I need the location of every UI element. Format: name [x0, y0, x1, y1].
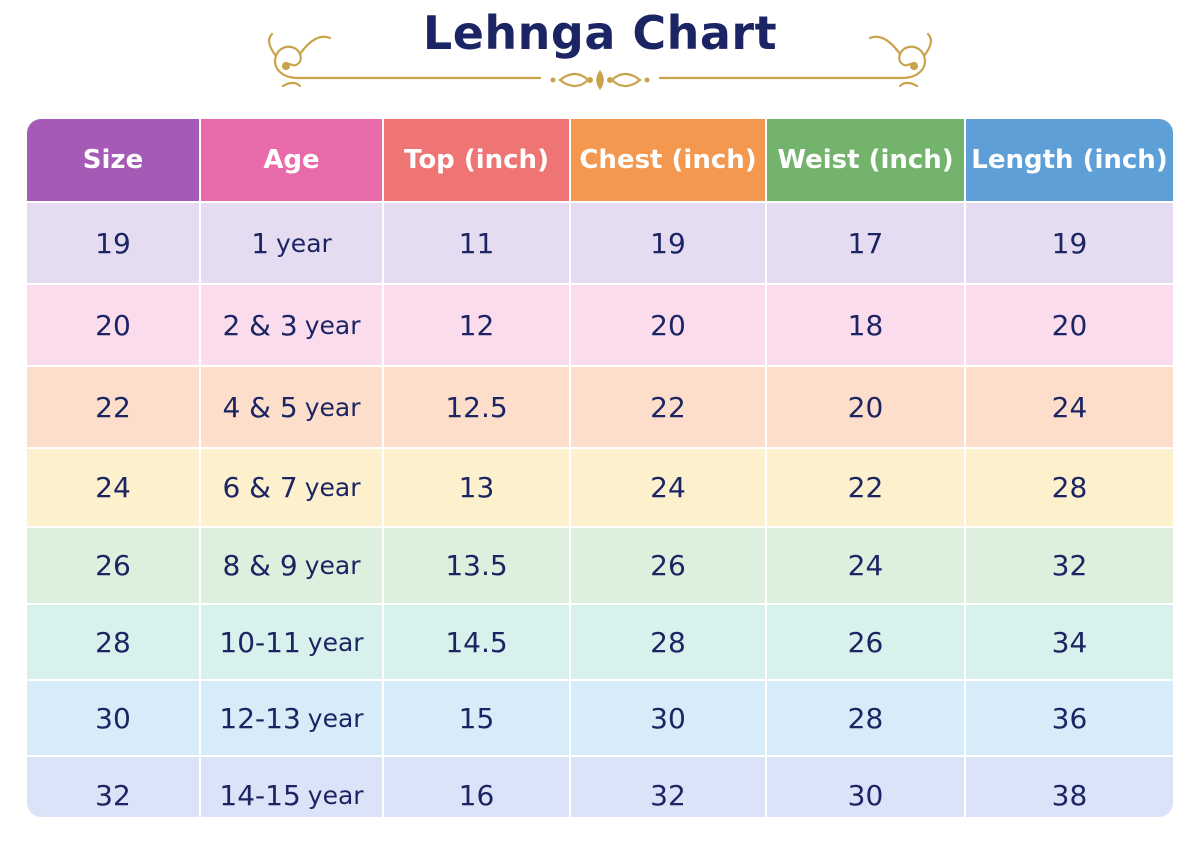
cell-chest: 26 — [571, 528, 765, 603]
age-value: 4 & 5 — [222, 390, 298, 424]
age-unit: year — [304, 473, 361, 502]
cell-size: 22 — [27, 367, 199, 447]
age-unit: year — [304, 310, 361, 340]
header-size: Size — [27, 119, 199, 201]
cell-age: 2 & 3 year — [201, 285, 382, 365]
cell-age: 14-15 year — [201, 757, 382, 817]
cell-top: 15 — [384, 681, 569, 755]
age-unit: year — [276, 228, 332, 258]
header-chest: Chest (inch) — [571, 119, 765, 201]
cell-length: 24 — [966, 367, 1173, 447]
cell-chest: 30 — [571, 681, 765, 755]
cell-age: 1 year — [201, 203, 382, 283]
age-value: 1 — [251, 226, 270, 260]
chart-header: Lehnga Chart — [0, 0, 1200, 110]
cell-waist: 28 — [767, 681, 964, 755]
cell-size: 26 — [27, 528, 199, 603]
age-value: 10-11 — [219, 625, 301, 659]
cell-chest: 32 — [571, 757, 765, 817]
age-value: 8 & 9 — [222, 549, 298, 582]
age-unit: year — [307, 780, 364, 810]
cell-chest: 22 — [571, 367, 765, 447]
cell-top: 13 — [384, 449, 569, 526]
cell-length: 19 — [966, 203, 1173, 283]
page-title: Lehnga Chart — [422, 6, 778, 60]
cell-top: 12 — [384, 285, 569, 365]
ornament-flourish-icon — [267, 32, 933, 90]
size-table: Size Age Top (inch) Chest (inch) Weist (inch… — [27, 119, 1173, 817]
cell-waist: 26 — [767, 605, 964, 679]
age-unit: year — [304, 392, 361, 422]
cell-size: 20 — [27, 285, 199, 365]
cell-top: 13.5 — [384, 528, 569, 603]
cell-chest: 24 — [571, 449, 765, 526]
cell-length: 20 — [966, 285, 1173, 365]
cell-waist: 30 — [767, 757, 964, 817]
cell-age: 12-13 year — [201, 681, 382, 755]
age-unit: year — [307, 627, 364, 657]
age-unit: year — [304, 551, 361, 580]
header-top: Top (inch) — [384, 119, 569, 201]
cell-size: 19 — [27, 203, 199, 283]
cell-chest: 20 — [571, 285, 765, 365]
cell-top: 14.5 — [384, 605, 569, 679]
cell-size: 30 — [27, 681, 199, 755]
header-age: Age — [201, 119, 382, 201]
cell-waist: 18 — [767, 285, 964, 365]
cell-waist: 22 — [767, 449, 964, 526]
cell-age: 10-11 year — [201, 605, 382, 679]
cell-length: 34 — [966, 605, 1173, 679]
cell-waist: 24 — [767, 528, 964, 603]
cell-age: 4 & 5 year — [201, 367, 382, 447]
cell-length: 38 — [966, 757, 1173, 817]
cell-top: 16 — [384, 757, 569, 817]
cell-top: 11 — [384, 203, 569, 283]
age-value: 2 & 3 — [222, 308, 298, 342]
header-waist: Weist (inch) — [767, 119, 964, 201]
age-unit: year — [307, 703, 364, 733]
cell-chest: 28 — [571, 605, 765, 679]
age-value: 14-15 — [219, 778, 301, 812]
cell-waist: 17 — [767, 203, 964, 283]
cell-size: 32 — [27, 757, 199, 817]
cell-top: 12.5 — [384, 367, 569, 447]
cell-age: 6 & 7 year — [201, 449, 382, 526]
cell-length: 32 — [966, 528, 1173, 603]
age-value: 6 & 7 — [222, 471, 298, 504]
cell-size: 28 — [27, 605, 199, 679]
cell-length: 28 — [966, 449, 1173, 526]
cell-length: 36 — [966, 681, 1173, 755]
age-value: 12-13 — [219, 701, 301, 735]
header-length: Length (inch) — [966, 119, 1173, 201]
cell-age: 8 & 9 year — [201, 528, 382, 603]
cell-chest: 19 — [571, 203, 765, 283]
cell-size: 24 — [27, 449, 199, 526]
cell-waist: 20 — [767, 367, 964, 447]
